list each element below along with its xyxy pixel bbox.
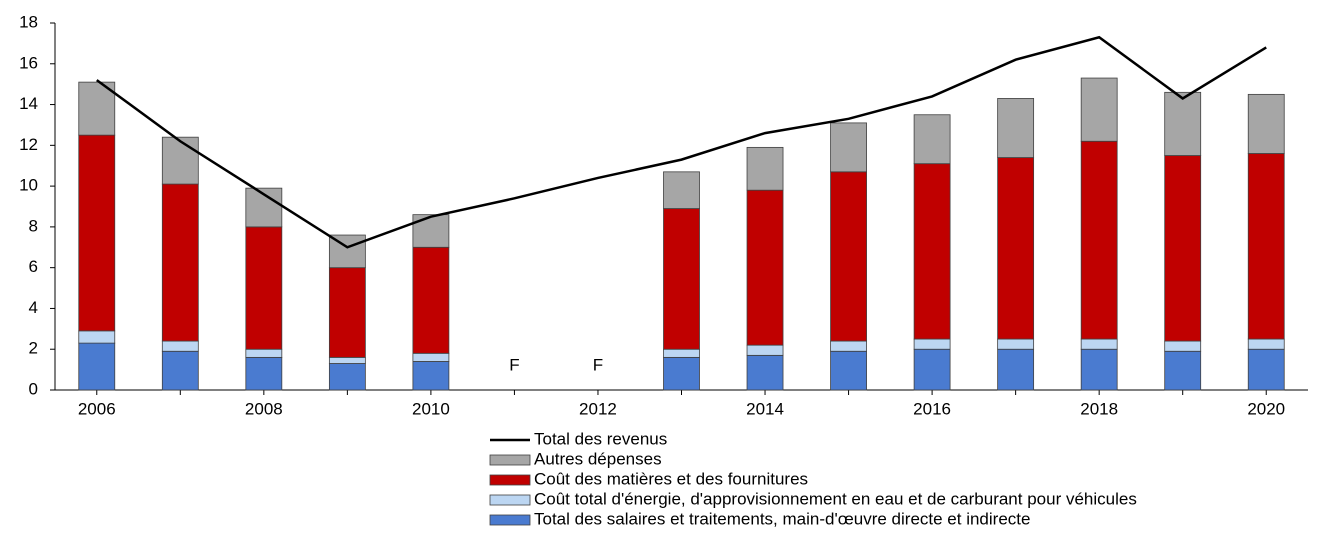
bar-segment	[913, 163, 951, 340]
bar-segment	[412, 214, 450, 248]
bar-segment	[412, 246, 450, 354]
legend-label: Total des salaires et traitements, main-…	[534, 509, 1030, 528]
bar-segment	[830, 171, 867, 342]
bar-segment	[830, 350, 867, 391]
value-label: F	[593, 355, 603, 374]
bar-segment	[663, 208, 700, 350]
bar-segment	[1164, 340, 1202, 352]
bar-segment	[746, 146, 784, 191]
legend-label: Coût des matières et des fournitures	[534, 469, 808, 488]
bar-segment	[1080, 348, 1118, 391]
bar-segment	[328, 356, 366, 364]
bar-segment	[663, 356, 700, 391]
bar-segment	[746, 354, 784, 391]
bar-segment	[245, 226, 283, 350]
bar-segment	[328, 267, 366, 358]
bar-segment	[1164, 91, 1202, 156]
bar-segment	[245, 356, 283, 391]
bar-segment	[1247, 348, 1285, 391]
y-tick-label: 12	[19, 135, 38, 154]
bar-segment	[1080, 77, 1118, 142]
bar-segment	[1080, 338, 1118, 350]
value-label: F	[509, 355, 519, 374]
bar-segment	[913, 348, 951, 391]
legend-label: Autres dépenses	[534, 449, 662, 468]
bar-segment	[328, 234, 366, 269]
x-tick-label: 2012	[579, 399, 617, 418]
y-tick-label: 10	[19, 176, 38, 195]
bar-segment	[161, 340, 199, 352]
bar-segment	[746, 344, 784, 356]
legend-swatch	[489, 474, 531, 486]
x-tick-label: 2016	[913, 399, 951, 418]
bar-segment	[997, 338, 1035, 350]
legend-swatch	[489, 454, 531, 466]
bar-segment	[997, 157, 1035, 340]
x-tick-label: 2006	[78, 399, 116, 418]
y-tick-label: 6	[29, 257, 38, 276]
y-tick-label: 0	[29, 379, 38, 398]
bar-segment	[663, 348, 700, 358]
bar-segment	[663, 171, 700, 209]
bar-segment	[328, 363, 366, 391]
bar-segment	[412, 352, 450, 362]
y-tick-label: 18	[19, 12, 38, 31]
y-tick-label: 16	[19, 53, 38, 72]
bar-segment	[746, 189, 784, 346]
bar-segment	[1080, 140, 1118, 340]
bar-segment	[1247, 93, 1285, 154]
bar-segment	[78, 81, 116, 136]
bar-segment	[245, 348, 283, 358]
bar-segment	[830, 340, 867, 352]
bar-segment	[1247, 153, 1285, 340]
y-tick-label: 8	[29, 216, 38, 235]
y-tick-label: 14	[19, 94, 38, 113]
bar-segment	[913, 338, 951, 350]
bar-segment	[1164, 155, 1202, 342]
x-tick-label: 2018	[1080, 399, 1118, 418]
bar-segment	[78, 134, 116, 332]
legend-label: Coût total d'énergie, d'approvisionnemen…	[534, 489, 1137, 508]
bar-segment	[1164, 350, 1202, 391]
x-tick-label: 2020	[1247, 399, 1285, 418]
bar-segment	[161, 136, 199, 185]
bar-segment	[1247, 338, 1285, 350]
legend-swatch	[489, 514, 531, 526]
bar-segment	[997, 348, 1035, 391]
bar-segment	[78, 330, 116, 344]
bar-segment	[830, 122, 867, 173]
x-tick-label: 2010	[412, 399, 450, 418]
bar-segment	[78, 342, 116, 391]
bar-segment	[997, 98, 1035, 158]
bar-segment	[913, 114, 951, 165]
bar-segment	[161, 350, 199, 391]
line-series	[96, 35, 1267, 249]
bar-segment	[161, 183, 199, 342]
y-tick-label: 4	[29, 298, 38, 317]
bar-segment	[412, 361, 450, 391]
x-tick-label: 2008	[245, 399, 283, 418]
y-tick-label: 2	[29, 339, 38, 358]
legend-swatch	[489, 494, 531, 506]
legend-label: Total des revenus	[534, 429, 667, 448]
x-tick-label: 2014	[746, 399, 784, 418]
